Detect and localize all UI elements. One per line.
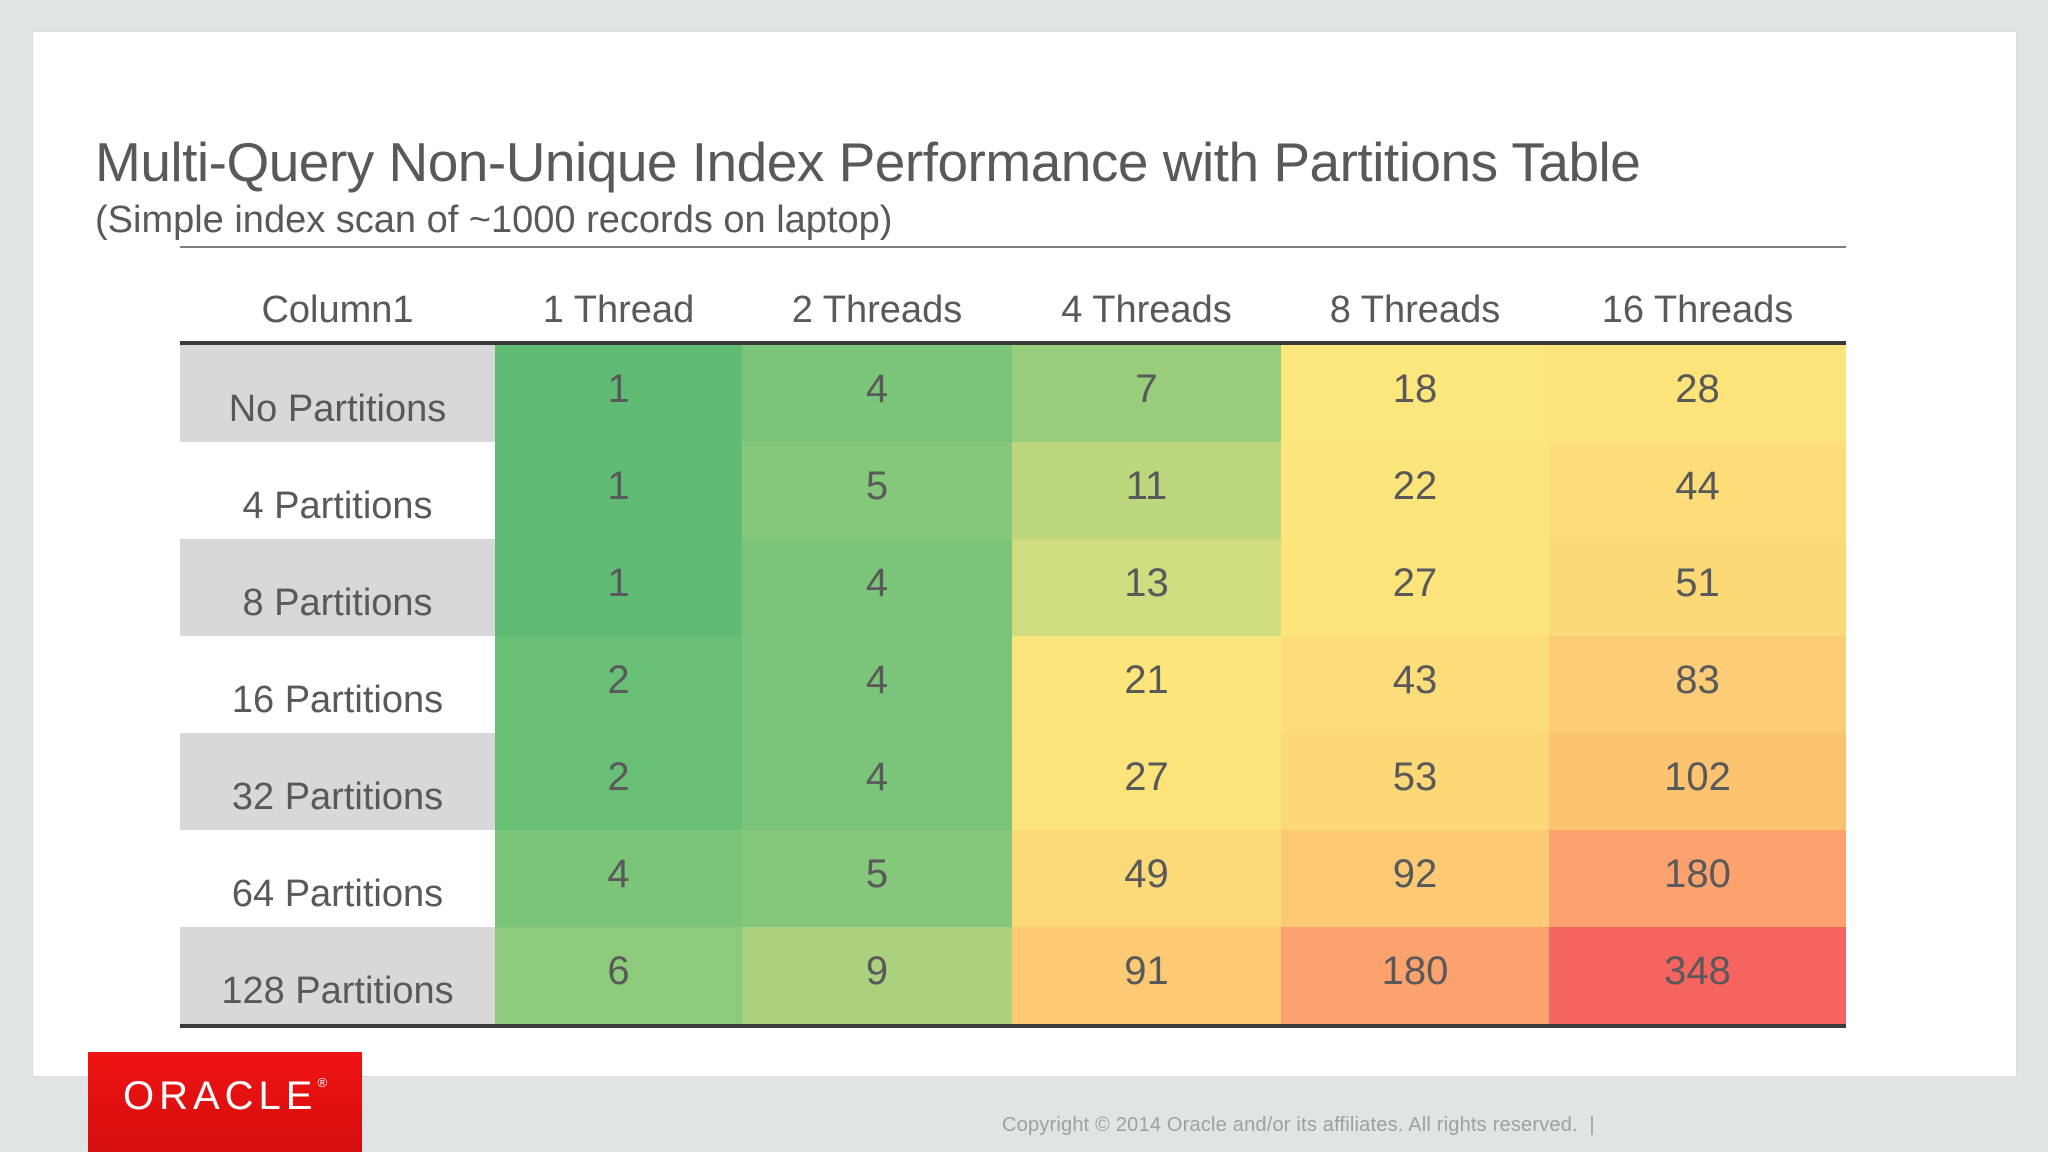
table-row: 64 Partitions 4 5 49 92 180 [180, 830, 1846, 927]
heatmap-cell: 5 [742, 830, 1012, 927]
copyright-text: Copyright © 2014 Oracle and/or its affil… [1002, 1114, 1595, 1136]
heatmap-cell: 4 [742, 345, 1012, 442]
heatmap-cell: 92 [1281, 830, 1549, 927]
column-header: 2 Threads [791, 289, 963, 331]
heatmap-cell: 4 [742, 636, 1012, 733]
heatmap-cell: 1 [495, 539, 742, 636]
column-header: Column1 [261, 289, 414, 331]
heatmap-cell: 102 [1549, 733, 1846, 830]
row-label: 16 Partitions [180, 636, 495, 733]
heatmap-cell: 13 [1012, 539, 1281, 636]
oracle-logo: ORACLE® [88, 1052, 362, 1152]
row-label: 32 Partitions [180, 733, 495, 830]
heatmap-cell: 28 [1549, 345, 1846, 442]
column-header: 1 Thread [542, 289, 695, 331]
table-row: No Partitions 1 4 7 18 28 [180, 345, 1846, 442]
column-header: 8 Threads [1329, 289, 1501, 331]
row-label: 128 Partitions [180, 927, 495, 1024]
row-label: 4 Partitions [180, 442, 495, 539]
oracle-logo-text: ORACLE® [122, 1073, 328, 1118]
heatmap-cell: 53 [1281, 733, 1549, 830]
slide-title: Multi-Query Non-Unique Index Performance… [95, 131, 1641, 193]
heatmap-cell: 1 [495, 345, 742, 442]
slide-subtitle: (Simple index scan of ~1000 records on l… [95, 199, 893, 241]
heatmap-cell: 4 [742, 733, 1012, 830]
slide: Multi-Query Non-Unique Index Performance… [33, 32, 2016, 1076]
heatmap-cell: 9 [742, 927, 1012, 1024]
heatmap-cell: 180 [1549, 830, 1846, 927]
heatmap-cell: 2 [495, 733, 742, 830]
table-row: 4 Partitions 1 5 11 22 44 [180, 442, 1846, 539]
heatmap-cell: 49 [1012, 830, 1281, 927]
row-label: 8 Partitions [180, 539, 495, 636]
column-header: 4 Threads [1061, 289, 1232, 331]
heatmap-cell: 51 [1549, 539, 1846, 636]
heatmap-cell: 21 [1012, 636, 1281, 733]
heatmap-cell: 4 [742, 539, 1012, 636]
heatmap-cell: 27 [1281, 539, 1549, 636]
heatmap-cell: 5 [742, 442, 1012, 539]
title-divider [180, 246, 1846, 248]
performance-heatmap-table: Column1 1 Thread 2 Threads 4 Threads 8 Threa… [180, 284, 1846, 1028]
table-row: 128 Partitions 6 9 91 180 348 [180, 927, 1846, 1024]
heatmap-cell: 180 [1281, 927, 1549, 1024]
heatmap-cell: 43 [1281, 636, 1549, 733]
row-label: No Partitions [180, 345, 495, 442]
heatmap-cell: 83 [1549, 636, 1846, 733]
heatmap-cell: 1 [495, 442, 742, 539]
heatmap-cell: 27 [1012, 733, 1281, 830]
heatmap-cell: 11 [1012, 442, 1281, 539]
heatmap-cell: 348 [1549, 927, 1846, 1024]
heatmap-cell: 18 [1281, 345, 1549, 442]
heatmap-cell: 4 [495, 830, 742, 927]
table-row: 32 Partitions 2 4 27 53 102 [180, 733, 1846, 830]
table-row: 8 Partitions 1 4 13 27 51 [180, 539, 1846, 636]
table-header-row: Column1 1 Thread 2 Threads 4 Threads 8 Threa… [180, 284, 1846, 345]
heatmap-cell: 91 [1012, 927, 1281, 1024]
heatmap-cell: 22 [1281, 442, 1549, 539]
heatmap-cell: 7 [1012, 345, 1281, 442]
heatmap-cell: 2 [495, 636, 742, 733]
table-row: 16 Partitions 2 4 21 43 83 [180, 636, 1846, 733]
heatmap-cell: 6 [495, 927, 742, 1024]
row-label: 64 Partitions [180, 830, 495, 927]
registered-trademark-icon: ® [317, 1074, 328, 1090]
column-header: 16 Threads [1601, 289, 1794, 331]
heatmap-cell: 44 [1549, 442, 1846, 539]
